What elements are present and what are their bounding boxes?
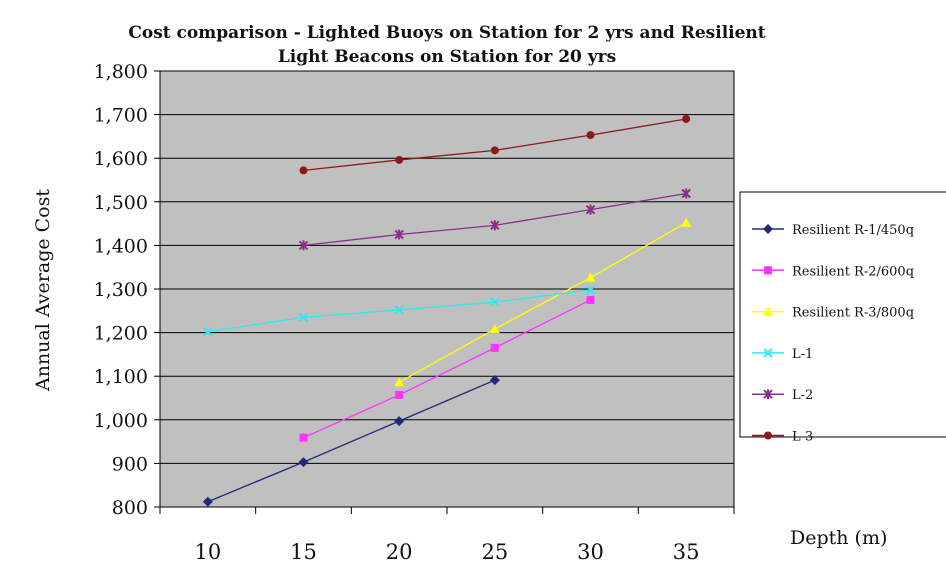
data-point xyxy=(585,285,596,295)
data-point xyxy=(395,155,404,164)
data-point xyxy=(298,457,309,468)
legend-label: Resilient R-3/800q xyxy=(792,306,914,321)
x-tick-label: 35 xyxy=(673,540,700,564)
legend-label: Resilient R-1/450q xyxy=(792,223,914,238)
data-point xyxy=(299,166,308,175)
y-tick-label: 1,500 xyxy=(94,192,148,214)
y-tick-label: 800 xyxy=(112,497,148,519)
y-tick-label: 1,000 xyxy=(94,410,148,432)
data-point xyxy=(489,324,500,334)
data-point xyxy=(202,496,213,507)
data-point xyxy=(394,377,405,387)
data-point xyxy=(298,240,309,251)
y-tick-label: 1,300 xyxy=(94,279,148,301)
series-line xyxy=(303,299,591,439)
y-tick-label: 1,200 xyxy=(94,323,148,345)
data-point xyxy=(586,295,595,304)
data-point xyxy=(681,217,692,227)
legend-marker xyxy=(763,389,773,400)
data-point xyxy=(490,146,499,155)
series-layer xyxy=(202,114,692,507)
data-point xyxy=(394,229,404,240)
data-point xyxy=(681,188,691,199)
data-point xyxy=(682,114,691,123)
x-axis-label: Depth (m) xyxy=(790,527,887,549)
data-point xyxy=(490,343,499,352)
data-point xyxy=(394,305,404,315)
legend-marker xyxy=(764,431,772,440)
series-1 xyxy=(202,375,500,507)
series-line xyxy=(398,222,687,383)
y-tick-label: 1,400 xyxy=(94,235,148,257)
data-point xyxy=(489,375,500,386)
series-4 xyxy=(203,285,596,337)
x-tick-label: 20 xyxy=(386,540,413,564)
series-6 xyxy=(299,114,691,175)
legend: Resilient R-1/450q Resilient R-2/600q Resi… xyxy=(739,191,946,445)
legend-label: L-2 xyxy=(792,388,813,403)
data-point xyxy=(585,204,596,215)
legend-label: L-3 xyxy=(792,430,813,445)
y-tick-label: 1,800 xyxy=(94,61,148,83)
data-point xyxy=(490,297,500,307)
legend-label: L-1 xyxy=(792,347,813,362)
data-point xyxy=(585,272,596,282)
series-5 xyxy=(298,188,691,251)
legend-marker xyxy=(763,224,773,234)
x-tick-label: 25 xyxy=(481,540,508,564)
data-point xyxy=(298,312,309,323)
data-point xyxy=(394,416,405,427)
series-line xyxy=(207,379,496,503)
x-tick-label: 15 xyxy=(290,540,317,564)
chart-title-line-2: Light Beacons on Station for 20 yrs xyxy=(278,47,616,67)
y-axis-label: Annual Average Cost xyxy=(32,189,54,392)
chart-title-line-1: Cost comparison - Lighted Buoys on Stati… xyxy=(128,23,765,43)
y-tick-label: 900 xyxy=(112,453,148,475)
legend-label: Resilient R-2/600q xyxy=(792,264,914,279)
data-point xyxy=(299,433,308,442)
data-point xyxy=(586,131,595,140)
data-point xyxy=(203,327,213,337)
axes: 800 900 1,000 1,100 1,200 1,300 1,400 1,500 1,60… xyxy=(94,61,735,564)
legend-marker xyxy=(763,306,773,316)
legend-marker xyxy=(763,348,773,358)
series-3 xyxy=(394,217,692,387)
x-tick-label: 30 xyxy=(577,540,604,564)
data-point xyxy=(490,220,500,231)
legend-marker xyxy=(764,266,772,275)
y-tick-label: 1,700 xyxy=(94,105,148,127)
x-tick-label: 10 xyxy=(194,540,221,564)
legend-box xyxy=(739,191,946,438)
y-tick-label: 1,600 xyxy=(94,148,148,170)
data-point xyxy=(395,390,404,399)
series-2 xyxy=(299,295,595,442)
y-tick-label: 1,100 xyxy=(94,366,148,388)
